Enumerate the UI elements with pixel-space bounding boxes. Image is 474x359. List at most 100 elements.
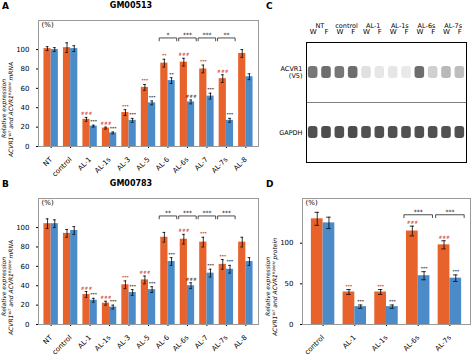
svg-text:***: *** — [129, 112, 137, 117]
svg-text:***: *** — [377, 284, 385, 289]
svg-text:***: *** — [207, 87, 215, 92]
svg-text:***: *** — [222, 209, 231, 216]
svg-text:AL-8: AL-8 — [232, 334, 249, 351]
svg-text:**: ** — [169, 72, 174, 77]
svg-text:100: 100 — [16, 46, 29, 54]
svg-text:AL-3: AL-3 — [115, 156, 132, 173]
svg-text:AL-6: AL-6 — [154, 155, 171, 172]
svg-text:***: *** — [357, 299, 365, 304]
svg-text:###: ### — [217, 69, 229, 74]
svg-text:control: control — [335, 22, 358, 30]
svg-text:AL-7: AL-7 — [193, 156, 210, 173]
svg-text:20: 20 — [21, 123, 30, 131]
svg-text:AL-7s: AL-7s — [210, 333, 229, 352]
svg-text:AL-6s: AL-6s — [171, 155, 190, 174]
svg-text:***: *** — [452, 269, 460, 274]
svg-text:###: ### — [438, 235, 450, 240]
svg-text:AL-6: AL-6 — [154, 333, 171, 350]
svg-text:**: ** — [162, 53, 167, 58]
svg-text:***: *** — [110, 126, 118, 131]
svg-text:NT: NT — [42, 333, 55, 346]
svg-text:AL-7s: AL-7s — [210, 155, 229, 174]
svg-text:0: 0 — [289, 321, 293, 329]
svg-text:AL-1s: AL-1s — [370, 333, 389, 352]
svg-text:***: *** — [227, 112, 235, 117]
svg-text:(%): (%) — [42, 21, 54, 29]
svg-text:NT: NT — [42, 155, 55, 168]
svg-text:0: 0 — [25, 321, 29, 329]
svg-text:AL-1: AL-1 — [366, 22, 380, 30]
svg-text:(%): (%) — [306, 199, 318, 207]
svg-text:***: *** — [445, 208, 454, 215]
svg-text:***: *** — [90, 119, 98, 124]
svg-text:0: 0 — [25, 143, 29, 151]
svg-text:***: *** — [183, 31, 192, 38]
svg-text:***: *** — [122, 104, 129, 109]
svg-text:***: *** — [227, 259, 235, 264]
svg-text:80: 80 — [21, 243, 30, 251]
svg-text:***: *** — [168, 252, 176, 257]
svg-text:control: control — [51, 156, 74, 176]
svg-text:***: *** — [149, 281, 157, 286]
svg-text:AL-1: AL-1 — [341, 334, 358, 351]
svg-text:***: *** — [421, 266, 429, 271]
svg-text:40: 40 — [21, 282, 30, 290]
svg-text:###: ### — [178, 228, 190, 233]
svg-text:AL-7s: AL-7s — [434, 333, 453, 352]
svg-text:***: *** — [110, 299, 118, 304]
svg-text:***: *** — [202, 209, 211, 216]
svg-text:###: ### — [81, 111, 93, 116]
svg-text:60: 60 — [21, 263, 30, 271]
svg-text:AL-6s: AL-6s — [418, 22, 436, 30]
svg-text:AL-1: AL-1 — [76, 156, 93, 173]
svg-text:###: ### — [407, 220, 419, 225]
svg-text:GAPDH: GAPDH — [279, 129, 302, 137]
svg-text:AL-7s: AL-7s — [444, 22, 462, 30]
svg-text:###: ### — [185, 277, 197, 282]
svg-text:AL-8: AL-8 — [232, 156, 249, 173]
svg-text:100: 100 — [280, 239, 293, 247]
svg-text:60: 60 — [21, 85, 30, 93]
svg-text:AL-1: AL-1 — [76, 334, 93, 351]
svg-text:***: *** — [200, 231, 208, 236]
svg-text:AL-1s: AL-1s — [93, 333, 112, 352]
svg-text:***: *** — [90, 292, 98, 297]
svg-text:50: 50 — [285, 280, 294, 288]
svg-text:AL-6s: AL-6s — [171, 333, 190, 352]
svg-text:***: *** — [200, 59, 208, 64]
svg-text:F: F — [324, 28, 328, 36]
svg-text:control: control — [303, 334, 326, 354]
svg-text:AL-1s: AL-1s — [93, 155, 112, 174]
svg-text:ACVR1(V5): ACVR1(V5) — [281, 65, 303, 80]
svg-text:###: ### — [139, 270, 151, 275]
svg-text:80: 80 — [21, 65, 30, 73]
svg-text:20: 20 — [21, 301, 30, 309]
svg-text:***: *** — [219, 254, 227, 259]
svg-text:control: control — [51, 334, 74, 354]
svg-text:**: ** — [223, 31, 229, 38]
svg-text:***: *** — [149, 95, 157, 100]
svg-text:***: *** — [346, 284, 354, 289]
svg-text:###: ### — [178, 52, 190, 57]
svg-text:***: *** — [414, 208, 423, 215]
svg-text:***: *** — [122, 275, 129, 280]
svg-text:***: *** — [129, 284, 137, 289]
svg-text:100: 100 — [16, 224, 29, 232]
svg-text:(%): (%) — [42, 199, 54, 207]
svg-text:*: * — [166, 31, 169, 38]
svg-text:AL-7: AL-7 — [193, 334, 210, 351]
svg-text:***: *** — [202, 31, 211, 38]
svg-text:AL-6s: AL-6s — [402, 333, 421, 352]
svg-text:###: ### — [185, 94, 197, 99]
svg-text:AL-1s: AL-1s — [391, 22, 409, 30]
svg-text:***: *** — [183, 209, 192, 216]
svg-text:AL-5: AL-5 — [135, 156, 152, 173]
svg-text:NT: NT — [315, 22, 324, 30]
svg-text:40: 40 — [21, 104, 30, 112]
svg-text:***: *** — [207, 263, 215, 268]
svg-text:***: *** — [389, 299, 397, 304]
svg-text:***: *** — [142, 78, 150, 83]
svg-text:AL-5: AL-5 — [135, 334, 152, 351]
svg-text:**: ** — [165, 209, 171, 216]
svg-text:###: ### — [81, 286, 93, 291]
